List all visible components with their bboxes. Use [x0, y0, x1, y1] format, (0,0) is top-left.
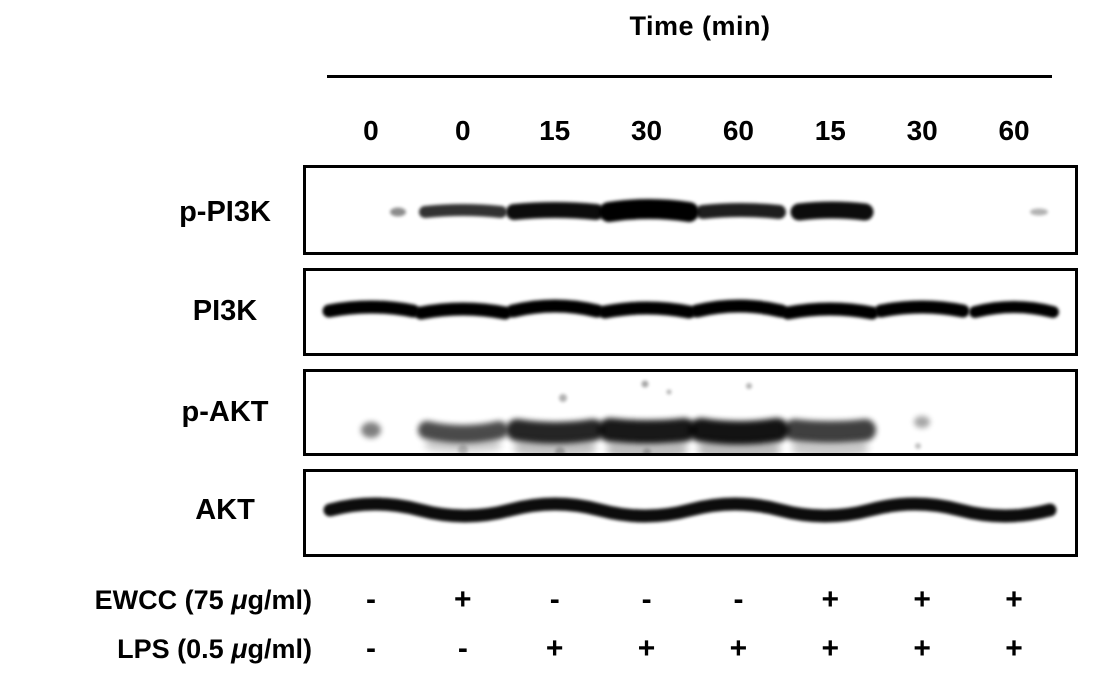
ewcc-sign-4: - — [641, 583, 652, 616]
lps-sign-2: - — [457, 632, 468, 665]
blot-speckle — [666, 389, 672, 395]
lane-time-label-4: 30 — [630, 115, 663, 146]
blot-bands-canvas — [361, 380, 930, 453]
blot-band — [390, 207, 406, 217]
treatment-label-ewcc: EWCC (75 μg/ml) — [0, 585, 312, 615]
blot-speckle — [643, 448, 651, 453]
blot-band — [598, 301, 696, 319]
blot-band — [781, 302, 879, 320]
lps-sign-1: - — [365, 632, 376, 665]
ewcc-sign-5: - — [733, 583, 744, 616]
blot-band — [361, 422, 381, 438]
treatment-label-lps-unit: g/ml) — [247, 634, 313, 664]
blot-band — [969, 301, 1059, 318]
ewcc-sign-7: + — [913, 583, 931, 616]
lane-header-row: 0 0 15 30 60 15 30 60 — [325, 115, 1060, 147]
lane-time-label-1: 0 — [363, 115, 379, 146]
panel-label-pi3k: PI3K — [192, 295, 258, 327]
lane-time-label-8: 60 — [998, 115, 1030, 146]
blot-band — [784, 419, 876, 443]
blot-band-tail — [606, 442, 688, 453]
lane-time-label-6: 15 — [814, 115, 846, 146]
lane-time-label-3: 15 — [539, 115, 571, 146]
time-header-line — [327, 75, 1052, 78]
ewcc-sign-8: + — [1005, 583, 1023, 616]
blot-band — [874, 300, 970, 318]
blot-band — [790, 201, 874, 221]
blot-band — [696, 203, 786, 219]
blot-panel-akt — [303, 469, 1078, 557]
treatment-label-lps: LPS (0.5 μg/ml) — [0, 634, 312, 664]
ewcc-sign-3: - — [549, 583, 560, 616]
mu-symbol: μ — [231, 585, 248, 615]
ewcc-sign-1: - — [365, 583, 376, 616]
panel-label-p-pi3k: p-PI3K — [179, 196, 271, 228]
panel-label-akt: AKT — [195, 494, 255, 526]
blot-speckle — [458, 445, 468, 453]
blot-panel-p-pi3k — [303, 165, 1078, 255]
mu-symbol: μ — [231, 634, 248, 664]
blot-speckle — [746, 383, 752, 389]
treatment-label-ewcc-text: EWCC (75 — [94, 585, 232, 615]
blot-speckle — [915, 443, 921, 449]
blot-speckle — [641, 380, 649, 388]
lane-time-label-5: 60 — [722, 115, 755, 146]
blot-bands-canvas — [323, 497, 1057, 523]
blot-speckle — [559, 394, 567, 402]
lps-sign-4: + — [637, 632, 656, 665]
blot-bands-canvas — [322, 299, 1059, 320]
lps-sign-7: + — [913, 632, 931, 665]
ewcc-sign-2: + — [454, 583, 472, 616]
lane-time-label-2: 0 — [455, 115, 471, 146]
blot-speckle — [555, 447, 565, 453]
lps-sign-8: + — [1005, 632, 1023, 665]
blot-band-tail — [514, 441, 596, 453]
blot-band-tail — [425, 439, 501, 452]
blot-band — [506, 202, 604, 220]
panel-label-p-akt: p-AKT — [181, 396, 269, 428]
blot-band — [598, 418, 696, 444]
lps-sign-row: - - + + + + + + — [325, 632, 1060, 666]
blot-band — [418, 421, 508, 443]
blot-band — [322, 300, 420, 318]
blot-bands-canvas — [390, 199, 1048, 222]
blot-panel-pi3k — [303, 268, 1078, 356]
blot-band — [414, 302, 512, 320]
figure-title: Time (min) — [629, 11, 771, 41]
blot-band — [506, 419, 604, 444]
blot-band-continuous — [323, 497, 1057, 523]
blot-band-tail — [697, 442, 781, 453]
blot-band — [599, 199, 699, 222]
blot-panel-p-akt — [303, 369, 1078, 456]
lane-time-label-7: 30 — [906, 115, 938, 146]
blot-band — [690, 299, 788, 318]
lps-sign-6: + — [821, 632, 840, 665]
ewcc-sign-row: - + - - - + + + — [325, 583, 1060, 617]
treatment-label-ewcc-unit: g/ml) — [247, 585, 313, 615]
lps-sign-3: + — [545, 632, 564, 665]
blot-band-tail — [791, 441, 869, 453]
lps-sign-5: + — [729, 632, 748, 665]
blot-band — [419, 204, 507, 218]
blot-band — [1030, 208, 1048, 216]
treatment-label-lps-text: LPS (0.5 — [117, 634, 232, 664]
blot-band — [506, 299, 604, 318]
blot-band — [914, 416, 930, 428]
ewcc-sign-6: + — [821, 583, 840, 616]
blot-band — [689, 418, 789, 445]
